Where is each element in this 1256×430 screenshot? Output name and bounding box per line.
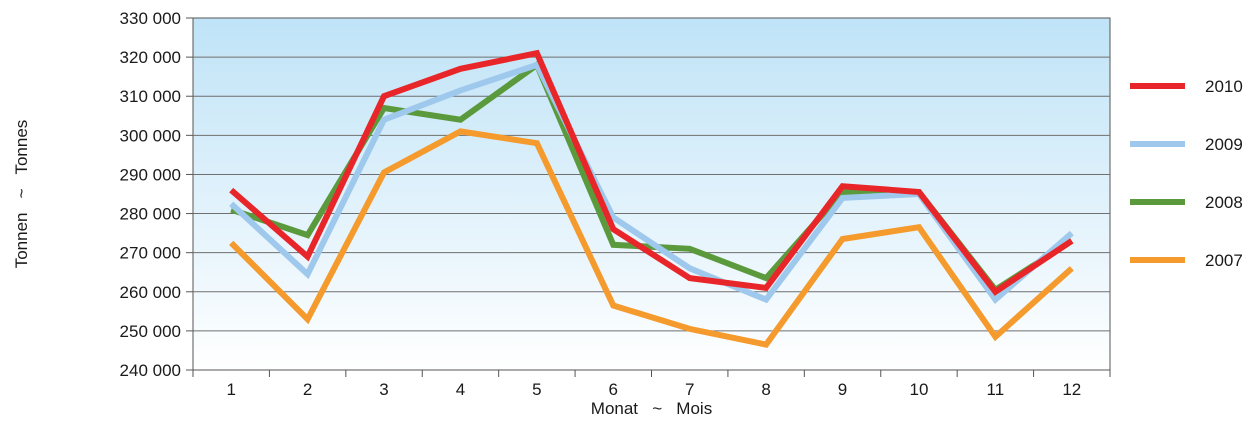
y-tick-label: 240 000 <box>120 361 181 380</box>
legend-label-2007: 2007 <box>1205 251 1243 270</box>
x-tick-label: 5 <box>532 380 541 399</box>
y-tick-label: 300 000 <box>120 126 181 145</box>
y-tick-label: 270 000 <box>120 244 181 263</box>
y-tick-label: 290 000 <box>120 165 181 184</box>
x-tick-label: 6 <box>609 380 618 399</box>
legend-label-2008: 2008 <box>1205 193 1243 212</box>
x-tick-label: 2 <box>303 380 312 399</box>
x-tick-label: 12 <box>1062 380 1081 399</box>
y-tick-label: 260 000 <box>120 283 181 302</box>
series-lines <box>229 49 1074 348</box>
y-axis-title: Tonnen ~ Tonnes <box>12 120 31 269</box>
legend-label-2010: 2010 <box>1205 77 1243 96</box>
x-tick-label: 11 <box>987 380 1005 399</box>
legend-label-2009: 2009 <box>1205 135 1243 154</box>
legend: 2010 2009 2008 2007 <box>1130 77 1243 270</box>
x-tick-label: 8 <box>761 380 770 399</box>
y-tick-label: 310 000 <box>120 87 181 106</box>
x-tick-label: 10 <box>909 380 928 399</box>
x-tick-label: 4 <box>456 380 465 399</box>
x-axis-title: Monat ~ Mois <box>591 399 712 418</box>
y-tick-label: 330 000 <box>120 9 181 28</box>
x-tick-label: 1 <box>226 380 235 399</box>
x-tick-label: 7 <box>685 380 694 399</box>
x-tick-label: 3 <box>379 380 388 399</box>
series-line-2007 <box>229 128 1074 348</box>
x-tick-label: 9 <box>838 380 847 399</box>
x-axis: 1 2 3 4 5 6 7 8 9 10 11 12 <box>192 370 1111 399</box>
y-tick-label: 320 000 <box>120 48 181 67</box>
y-axis: 240 000 250 000 260 000 270 000 280 000 290 0… <box>120 9 193 380</box>
y-tick-label: 250 000 <box>120 322 181 341</box>
y-tick-label: 280 000 <box>120 205 181 224</box>
series-line-2010 <box>229 49 1074 296</box>
